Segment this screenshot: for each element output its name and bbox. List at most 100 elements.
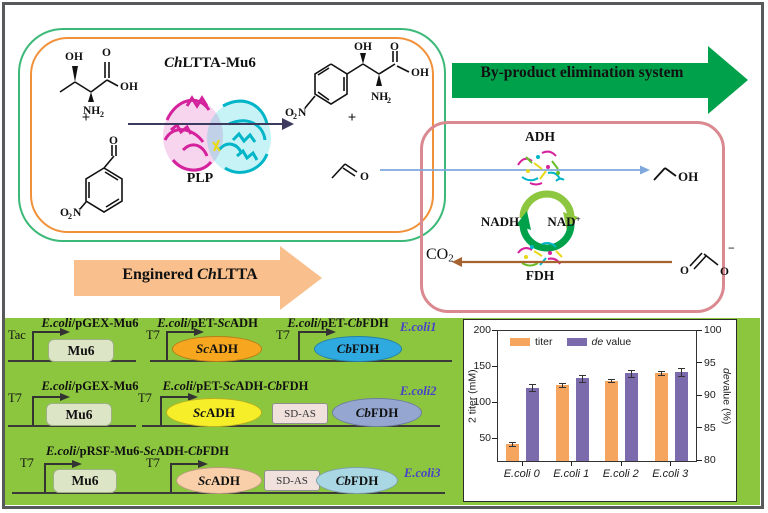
left-axis-tick-label: 150 <box>473 360 491 373</box>
threonine-structure: OH O OH NH 2 <box>59 47 138 119</box>
error-bar <box>532 383 534 392</box>
text-part: E.coli <box>287 316 318 330</box>
gene-label: Mu6 <box>67 342 95 358</box>
strain-label-ecoli1: E.coli1 <box>400 320 436 335</box>
plasmid-label-pet-scadh: E.coli/pET-ScADH <box>150 316 265 331</box>
text-part: Cb <box>335 472 351 488</box>
plasmid-label-pet-cbfdh: E.coli/pET-CbFDH <box>282 316 394 331</box>
bar-titer-1 <box>555 385 569 461</box>
svg-text:OH: OH <box>354 41 372 53</box>
text-part: /pRSF-Mu6- <box>76 444 144 458</box>
legend-item: titer <box>510 336 553 348</box>
right-axis-tick-label: 90 <box>704 389 716 401</box>
right-axis-tick-label: 85 <box>704 421 716 434</box>
gene-scadh-r2: ScADH <box>166 398 262 427</box>
text-part: Cb <box>355 404 371 420</box>
legend-swatch <box>510 338 530 346</box>
gene-mu6-r3: Mu6 <box>53 469 117 493</box>
text-part: E.coli <box>162 379 193 393</box>
bar-titer-2 <box>605 380 619 461</box>
text-part: LTTA <box>216 266 258 283</box>
nadh-label: NADH <box>480 214 520 229</box>
dna-baseline <box>142 425 440 427</box>
x-axis-category-label: E.coli 1 <box>553 468 590 480</box>
plp-label: PLP <box>186 171 214 186</box>
promoter-name-t7: T7 <box>146 456 160 470</box>
svg-text:O: O <box>720 266 729 278</box>
promoter-arrow-icon <box>44 460 82 493</box>
text-part: FDH <box>362 316 389 330</box>
engineered-chltta-arrow <box>74 246 322 310</box>
nitrobenzaldehyde-structure: O O 2 N <box>60 136 123 221</box>
svg-text:O: O <box>680 265 689 277</box>
gene-cbfdh-r3: CbFDH <box>316 467 398 494</box>
error-bar-cap <box>529 383 537 385</box>
promoter-name-tac: Tac <box>8 328 26 342</box>
gene-mu6-r1: Mu6 <box>48 339 114 362</box>
error-bar <box>581 375 583 382</box>
nitrophenylserine-product-structure: O 2 N OH NH 2 O OH <box>285 41 429 121</box>
text-part: E.coli <box>41 316 72 330</box>
gene-mu6-r2: Mu6 <box>46 403 112 426</box>
svg-text:2: 2 <box>387 96 391 105</box>
text-part: 2 <box>430 384 437 398</box>
plus-sign-reactants: + <box>81 110 91 126</box>
formate-to-co2-arrow <box>452 257 672 267</box>
text-part: CO <box>426 246 449 263</box>
formate-structure: O O − <box>680 241 735 278</box>
gene-cbfdh-r2: CbFDH <box>332 398 422 427</box>
bar-titer-0 <box>506 443 520 461</box>
svg-text:OH: OH <box>65 51 83 63</box>
text-part: 2 <box>448 252 454 265</box>
adh-label: ADH <box>525 129 555 144</box>
right-axis-tick-label: 100 <box>704 324 722 336</box>
error-bar-cap <box>578 381 586 383</box>
promoter-arrow-icon <box>170 460 208 493</box>
text-part: Sc <box>193 404 207 420</box>
enzyme-title: ChLTTA-Mu6 <box>150 55 270 72</box>
left-axis-tick-label: 100 <box>473 396 491 409</box>
svg-text:N: N <box>73 207 82 219</box>
bar-de-value-1 <box>575 378 589 461</box>
engineered-chltta-label: Enginered ChLTTA <box>84 266 296 284</box>
svg-text:O: O <box>285 107 294 119</box>
gene-label: Mu6 <box>65 406 93 422</box>
x-axis-tick <box>620 462 622 466</box>
error-bar-cap <box>628 376 636 378</box>
text-part: 3 <box>434 466 441 480</box>
plasmid-label-pgex-mu6-r1: E.coli/pGEX-Mu6 <box>28 316 152 331</box>
ethanol-structure: OH <box>653 167 698 184</box>
right-axis-tick <box>697 459 702 461</box>
left-axis-tick <box>492 401 497 403</box>
text-part: Cb <box>347 316 363 330</box>
error-bar-cap <box>677 375 685 377</box>
byproduct-banner-label: By-product elimination system <box>480 64 684 81</box>
promoter-name-t7: T7 <box>20 456 34 470</box>
gene-label: ScADH <box>196 341 238 357</box>
error-bar-cap <box>578 375 586 377</box>
dna-baseline <box>8 425 136 427</box>
left-axis-tick-label: 50 <box>479 432 491 445</box>
text-part: Sc <box>196 341 210 356</box>
right-axis-tick-label: 95 <box>704 356 716 369</box>
gene-cbfdh-r1: CbFDH <box>314 336 402 362</box>
legend-label: titer <box>535 336 553 348</box>
byproduct-panel-pink-frame <box>420 121 725 313</box>
plasmid-label-prsf-mu6-scadh-cbfdh: E.coli/pRSF-Mu6-ScADH-CbFDH <box>40 444 235 459</box>
text-part: Enginered <box>122 266 198 283</box>
text-part: FDH <box>282 379 309 393</box>
error-bar <box>611 379 613 383</box>
promoter-arrow-icon <box>32 393 70 426</box>
text-part: E.coli <box>400 320 431 334</box>
gene-label: ScADH <box>193 405 235 421</box>
text-part: Cb <box>188 444 203 458</box>
acetaldehyde-structure: O <box>331 163 369 183</box>
gene-label: CbFDH <box>356 405 399 421</box>
error-bar-cap <box>509 441 517 443</box>
error-bar-cap <box>608 379 616 381</box>
text-part: de <box>720 367 733 380</box>
text-part: /pGEX-Mu6 <box>71 316 139 330</box>
error-bar-cap <box>529 391 537 393</box>
gene-label: ScADH <box>198 473 240 489</box>
bar-de-value-0 <box>526 387 540 461</box>
